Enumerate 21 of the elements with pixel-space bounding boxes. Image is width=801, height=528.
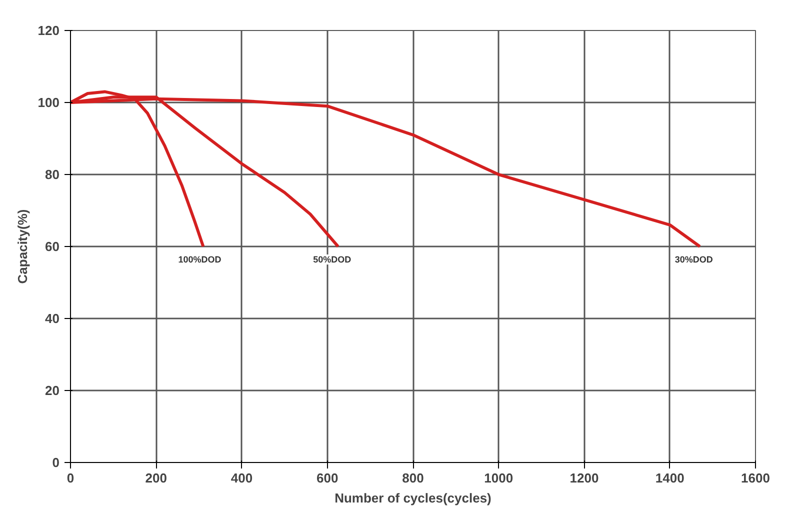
x-tick-label: 400 <box>230 470 253 486</box>
x-tick-label: 1200 <box>570 470 599 486</box>
y-tick-label: 40 <box>45 311 60 326</box>
x-tick-label: 0 <box>66 470 74 486</box>
series-label: 50%DOD <box>313 254 352 264</box>
x-tick-label: 1000 <box>484 470 514 486</box>
series-label: 100%DOD <box>178 254 222 264</box>
x-axis-title: Number of cycles(cycles) <box>334 490 492 506</box>
y-axis-title: Capacity(%) <box>14 209 30 284</box>
y-tick-label: 0 <box>52 455 60 470</box>
y-tick-label: 80 <box>45 167 60 182</box>
y-tick-label: 60 <box>45 239 60 254</box>
x-tick-label: 1400 <box>655 470 684 486</box>
x-tick-label: 200 <box>145 470 167 486</box>
y-tick-label: 100 <box>38 95 60 110</box>
x-tick-label: 800 <box>402 470 424 486</box>
y-tick-label: 20 <box>45 383 60 398</box>
x-tick-label: 1600 <box>741 470 770 486</box>
y-tick-label: 120 <box>38 23 60 38</box>
x-tick-label: 600 <box>316 470 338 486</box>
series-label: 30%DOD <box>674 254 714 264</box>
